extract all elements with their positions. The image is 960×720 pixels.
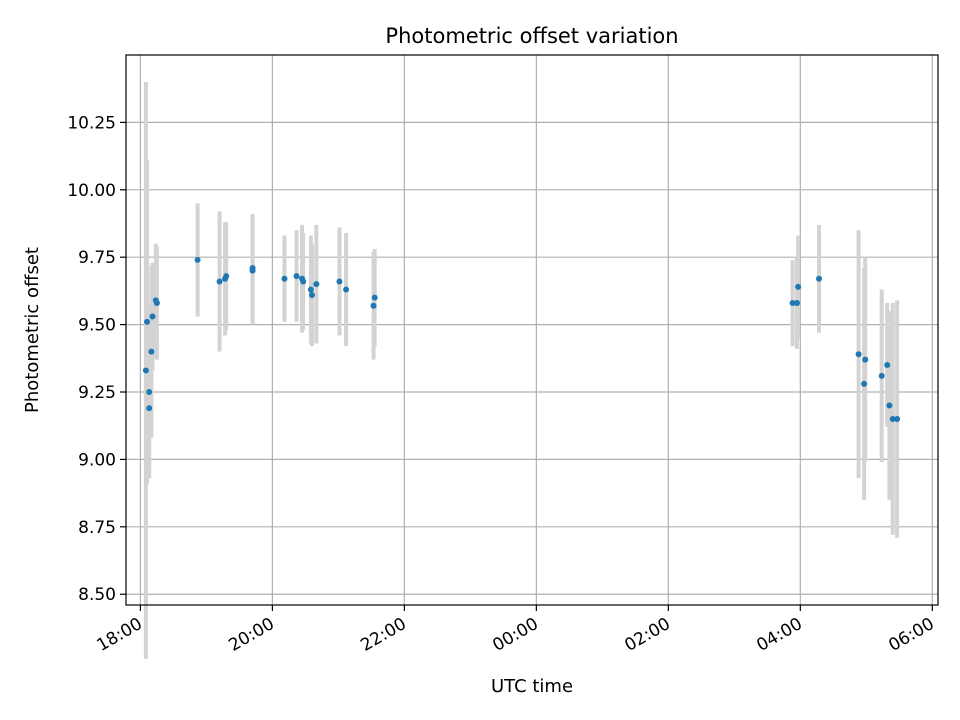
- axis-ticks: 18:00 20:00 22:00 00:00 02:00 04:00 06:00 8.50 8…: [67, 113, 937, 655]
- data-point: [216, 278, 223, 285]
- data-point: [889, 415, 896, 422]
- data-point: [370, 302, 377, 309]
- data-point: [142, 367, 149, 374]
- x-axis-label: UTC time: [491, 676, 573, 697]
- data-point: [855, 351, 862, 358]
- data-point: [861, 380, 868, 387]
- data-point: [894, 415, 901, 422]
- data-point: [307, 286, 314, 293]
- x-tick-label: 18:00: [93, 614, 145, 656]
- data-point: [293, 273, 300, 280]
- y-tick-label: 10.25: [67, 113, 116, 133]
- y-tick-label: 9.50: [78, 316, 116, 336]
- data-point: [886, 402, 893, 409]
- data-point: [281, 275, 288, 282]
- data-points: [142, 256, 901, 422]
- data-point: [884, 362, 891, 369]
- data-point: [146, 389, 153, 396]
- x-tick-label: 20:00: [225, 614, 277, 656]
- data-point: [795, 283, 802, 290]
- x-tick-label: 02:00: [621, 614, 673, 656]
- chart-title: Photometric offset variation: [385, 24, 678, 48]
- y-tick-label: 10.00: [67, 181, 116, 201]
- data-point: [862, 356, 869, 363]
- data-point: [878, 372, 885, 379]
- data-point: [794, 300, 801, 307]
- data-point: [308, 291, 315, 298]
- data-point: [336, 278, 343, 285]
- x-tick-label: 04:00: [753, 614, 805, 656]
- data-point: [343, 286, 350, 293]
- y-tick-label: 8.50: [78, 585, 116, 605]
- x-tick-label: 22:00: [357, 614, 409, 656]
- y-tick-label: 9.25: [78, 383, 116, 403]
- plot-frame: [125, 54, 939, 606]
- x-tick-label: 00:00: [489, 614, 541, 656]
- grid: [126, 55, 938, 605]
- x-tick-label: 06:00: [885, 614, 937, 656]
- data-point: [146, 405, 153, 412]
- data-point: [371, 294, 378, 301]
- y-axis-label: Photometric offset: [22, 247, 43, 413]
- data-point: [816, 275, 823, 282]
- data-point: [223, 273, 230, 280]
- data-point: [148, 348, 155, 355]
- y-tick-label: 9.75: [78, 248, 116, 268]
- data-point: [249, 267, 256, 274]
- data-point: [153, 300, 160, 307]
- error-bars: [143, 81, 900, 659]
- data-point: [149, 313, 156, 320]
- data-point: [194, 256, 201, 263]
- data-point: [313, 281, 320, 288]
- y-tick-label: 8.75: [78, 518, 116, 538]
- data-point: [143, 318, 150, 325]
- data-point: [300, 278, 307, 285]
- y-tick-label: 9.00: [78, 450, 116, 470]
- data-point: [789, 300, 796, 307]
